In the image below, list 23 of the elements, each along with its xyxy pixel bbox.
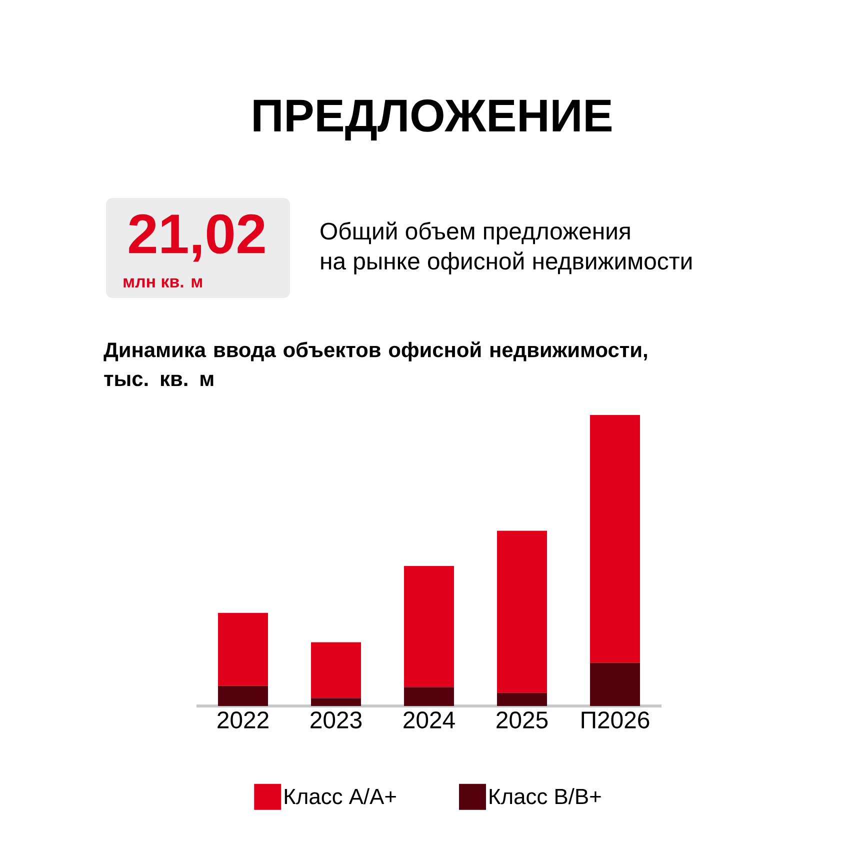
bar — [404, 687, 454, 706]
bar — [497, 692, 548, 706]
text: млн кв. м — [124, 278, 202, 288]
bar — [218, 612, 268, 686]
bar — [311, 698, 362, 706]
x-tick-label: 2023 — [310, 712, 362, 728]
bar — [404, 566, 454, 688]
bar — [311, 642, 362, 698]
x-tick-label: 2024 — [404, 712, 455, 728]
legend-label: Класс B/B+ — [490, 788, 601, 804]
bar — [497, 530, 548, 693]
chart-title: ПРЕДЛОЖЕНИЕ — [254, 99, 612, 141]
text: Общий объем предложения — [320, 222, 630, 244]
text: на рынке офисной недвижимости — [321, 252, 692, 274]
x-tick-label: 2025 — [496, 712, 548, 728]
chart-subtitle: Динамика ввода объектов офисной недвижимости, тыс. кв. м — [104, 342, 647, 386]
bar — [590, 662, 640, 706]
text: 21,02 — [129, 214, 265, 262]
bar — [218, 686, 268, 706]
bar — [590, 414, 640, 663]
x-tick-label: П2026 — [582, 712, 650, 728]
x-tick-label: 2022 — [218, 712, 268, 728]
legend-label: Класс A/A+ — [284, 788, 396, 804]
